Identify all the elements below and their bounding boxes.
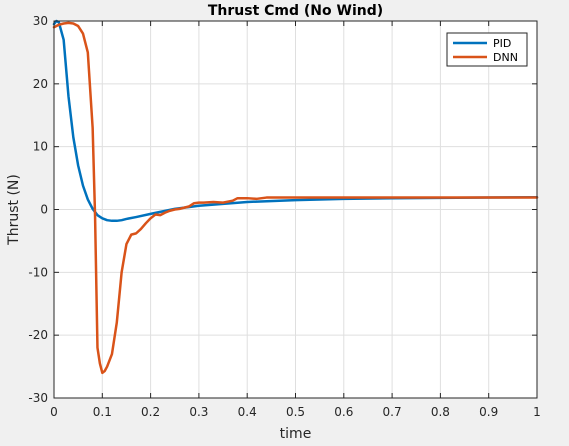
x-tick-label: 1 [533, 405, 541, 419]
legend-label-pid: PID [493, 37, 511, 50]
y-tick-label: -10 [28, 265, 48, 279]
x-tick-label: 0.6 [334, 405, 353, 419]
y-tick-label: 10 [33, 140, 48, 154]
x-tick-label: 0.5 [286, 405, 305, 419]
legend-label-dnn: DNN [493, 51, 518, 64]
x-tick-label: 0.9 [479, 405, 498, 419]
x-tick-label: 0.1 [93, 405, 112, 419]
y-tick-label: -30 [28, 391, 48, 405]
x-tick-label: 0.4 [238, 405, 257, 419]
y-tick-label: 0 [40, 203, 48, 217]
y-tick-label: 30 [33, 14, 48, 28]
y-axis-label: Thrust (N) [6, 174, 22, 246]
x-tick-label: 0 [50, 405, 58, 419]
x-tick-label: 0.3 [189, 405, 208, 419]
x-tick-label: 0.7 [383, 405, 402, 419]
chart-title: Thrust Cmd (No Wind) [208, 3, 383, 19]
y-tick-label: -20 [28, 328, 48, 342]
x-axis-label: time [280, 426, 312, 442]
x-tick-label: 0.2 [141, 405, 160, 419]
y-tick-label: 20 [33, 77, 48, 91]
x-tick-label: 0.8 [431, 405, 450, 419]
